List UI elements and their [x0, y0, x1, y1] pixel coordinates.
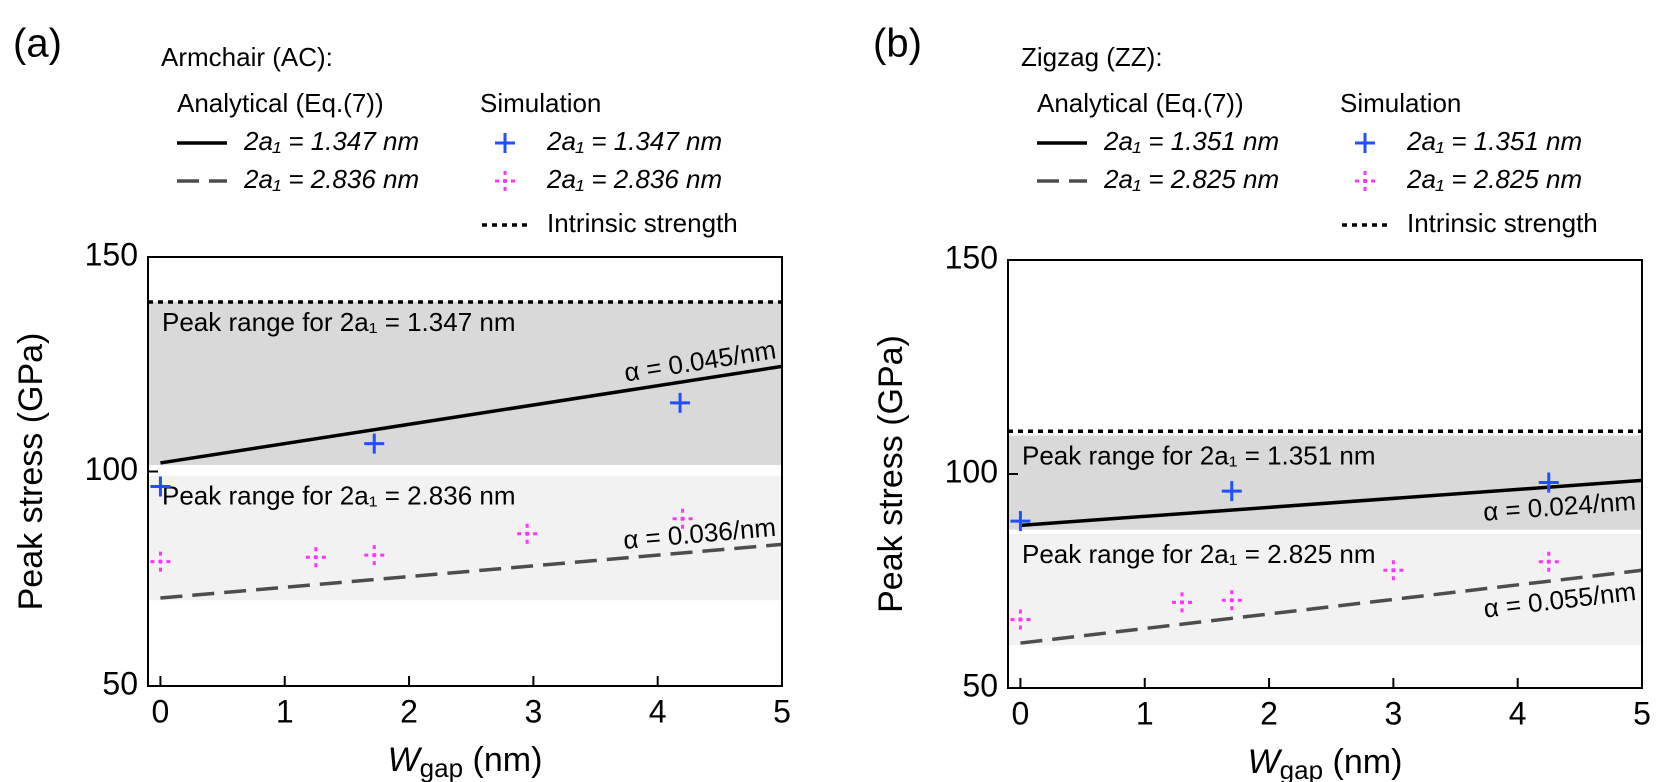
- legend-label: Intrinsic strength: [1407, 208, 1598, 238]
- x-tick-label: 2: [1260, 695, 1278, 731]
- legend-label: 2a₁ = 2.825 nm: [1103, 164, 1279, 194]
- simulation-point: [1383, 560, 1404, 581]
- x-tick-label: 2: [400, 693, 418, 729]
- legend-entry: 2a₁ = 2.825 nm: [1355, 164, 1582, 194]
- simulation-point: [1538, 472, 1559, 493]
- analytical-line: [160, 542, 783, 600]
- y-tick-label: 150: [85, 236, 138, 272]
- simulation-point: [672, 508, 693, 529]
- legend-title: Armchair (AC):: [161, 42, 333, 72]
- x-label-sub: gap: [420, 753, 463, 782]
- legend-header: Simulation: [480, 88, 601, 118]
- simulation-point: [150, 551, 171, 572]
- legend-label: 2a₁ = 1.347 nm: [546, 126, 722, 156]
- panel-label: (a): [13, 22, 62, 66]
- legend-entry: 2a₁ = 2.825 nm: [1037, 164, 1279, 194]
- y-tick-label: 50: [102, 665, 138, 701]
- x-label-unit: (nm): [1333, 743, 1403, 781]
- legend-label: 2a₁ = 2.825 nm: [1406, 164, 1582, 194]
- x-label-unit: (nm): [473, 741, 543, 779]
- peak-band: [1008, 533, 1642, 646]
- x-tick-label: 4: [1509, 695, 1527, 731]
- y-tick-label: 100: [945, 453, 998, 489]
- peak-band: [1008, 435, 1642, 530]
- x-label-gap: [463, 741, 472, 779]
- simulation-point: [364, 545, 385, 566]
- x-tick-label: 1: [1136, 695, 1154, 731]
- simulation-point: [1010, 609, 1031, 630]
- x-label-main: W: [1248, 743, 1283, 781]
- legend-entry: 2a₁ = 2.836 nm: [495, 164, 722, 194]
- legend-entry: 2a₁ = 1.347 nm: [495, 126, 722, 156]
- legend-label: 2a₁ = 1.351 nm: [1406, 126, 1582, 156]
- y-tick-label: 50: [962, 667, 998, 703]
- simulation-point: [670, 392, 691, 413]
- legend-entry: 2a₁ = 1.351 nm: [1037, 126, 1279, 156]
- band-label: Peak range for 2a₁ = 2.836 nm: [162, 481, 516, 511]
- x-tick-label: 0: [1012, 695, 1030, 731]
- x-label-main: W: [388, 741, 423, 779]
- legend-entry: 2a₁ = 1.351 nm: [1355, 126, 1582, 156]
- analytical-line: [1020, 568, 1643, 645]
- legend-label: 2a₁ = 2.836 nm: [546, 164, 722, 194]
- simulation-point: [364, 433, 385, 454]
- simulation-point: [1538, 551, 1559, 572]
- x-tick-label: 3: [1384, 695, 1402, 731]
- legend-entry: 2a₁ = 2.836 nm: [177, 164, 419, 194]
- band-label: Peak range for 2a₁ = 2.825 nm: [1022, 539, 1376, 569]
- legend-title: Zigzag (ZZ):: [1021, 42, 1163, 72]
- legend-entry: Intrinsic strength: [482, 208, 738, 238]
- x-axis-label: Wgap (nm): [1248, 743, 1403, 782]
- simulation-point: [305, 547, 326, 568]
- legend-header: Simulation: [1340, 88, 1461, 118]
- x-label-sub: gap: [1280, 755, 1323, 782]
- legend-label: 2a₁ = 2.836 nm: [243, 164, 419, 194]
- analytical-line: [160, 364, 783, 465]
- simulation-point: [1221, 590, 1242, 611]
- panel-label: (b): [873, 22, 922, 66]
- legend-entry: Intrinsic strength: [1342, 208, 1598, 238]
- legend-entry: 2a₁ = 1.347 nm: [177, 126, 419, 156]
- legend-header: Analytical (Eq.(7)): [1037, 88, 1244, 118]
- x-label-gap: [1323, 743, 1332, 781]
- x-tick-label: 3: [524, 693, 542, 729]
- simulation-point: [150, 476, 171, 497]
- legend-label: Intrinsic strength: [547, 208, 738, 238]
- x-tick-label: 5: [773, 693, 791, 729]
- y-axis-label: Peak stress (GPa): [872, 335, 910, 613]
- peak-band: [148, 475, 782, 601]
- y-tick-label: 100: [85, 451, 138, 487]
- y-tick-label: 150: [945, 239, 998, 275]
- x-tick-label: 4: [649, 693, 667, 729]
- simulation-point: [1172, 592, 1193, 613]
- legend-header: Analytical (Eq.(7)): [177, 88, 384, 118]
- simulation-point: [1010, 511, 1031, 532]
- band-label: Peak range for 2a₁ = 1.347 nm: [162, 307, 516, 337]
- y-axis-label: Peak stress (GPa): [12, 333, 50, 611]
- simulation-point: [1221, 481, 1242, 502]
- analytical-line: [1020, 478, 1643, 528]
- legend-label: 2a₁ = 1.347 nm: [243, 126, 419, 156]
- simulation-point: [517, 523, 538, 544]
- band-label: Peak range for 2a₁ = 1.351 nm: [1022, 440, 1376, 470]
- x-tick-label: 0: [152, 693, 170, 729]
- x-tick-label: 1: [276, 693, 294, 729]
- x-tick-label: 5: [1633, 695, 1651, 731]
- x-axis-label: Wgap (nm): [388, 741, 543, 782]
- legend-label: 2a₁ = 1.351 nm: [1103, 126, 1279, 156]
